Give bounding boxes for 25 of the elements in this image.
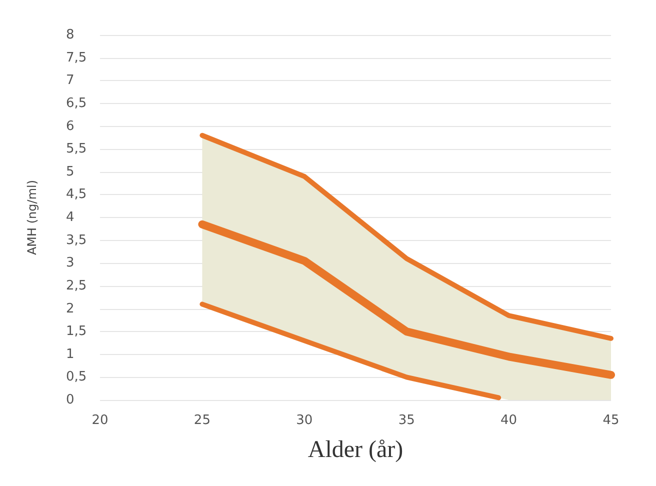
y-tick-label: 7,5	[66, 50, 87, 66]
y-tick-label: 5	[66, 164, 74, 180]
y-tick-label: 6,5	[66, 96, 87, 111]
y-tick-label: 5,5	[66, 142, 87, 157]
y-tick-label: 3	[66, 256, 74, 271]
x-tick-label: 35	[398, 413, 415, 428]
y-tick-label: 3,5	[66, 232, 87, 248]
y-tick-label: 2,5	[66, 278, 87, 294]
y-tick-label: 1	[66, 346, 74, 362]
y-tick-label: 6	[66, 118, 74, 134]
y-axis-title: AMH (ng/ml)	[25, 180, 39, 256]
y-tick-label: 7	[66, 73, 74, 88]
y-tick-label: 2	[66, 301, 74, 316]
x-tick-label: 20	[92, 413, 108, 428]
x-tick-label: 40	[500, 413, 518, 428]
y-tick-label: 0	[66, 392, 74, 408]
y-tick-label: 1,5	[66, 324, 87, 340]
x-tick-label: 45	[602, 413, 620, 428]
y-tick-label: 0,5	[66, 370, 87, 385]
x-tick-label: 30	[296, 413, 313, 428]
y-tick-label: 4,5	[66, 187, 87, 202]
x-tick-label: 25	[194, 413, 210, 428]
y-tick-label: 8	[66, 28, 74, 42]
y-tick-label: 4	[66, 210, 74, 225]
x-axis-title: Alder (år)	[308, 437, 404, 463]
